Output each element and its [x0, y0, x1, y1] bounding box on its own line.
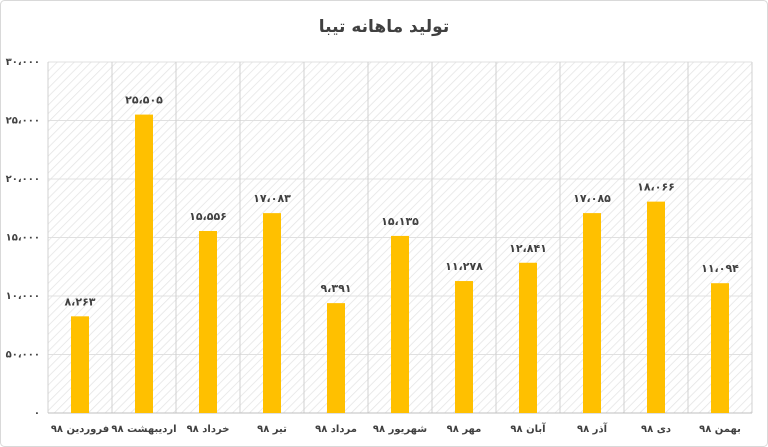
value-label: ۱۲،۸۴۱ — [509, 242, 547, 255]
bar — [647, 201, 665, 413]
y-tick-label: ۲۰،۰۰۰ — [6, 174, 40, 185]
value-label: ۱۱،۰۹۴ — [701, 262, 739, 275]
value-label: ۱۵،۱۳۵ — [381, 215, 419, 228]
y-tick-label: ۱۰،۰۰۰ — [6, 291, 40, 302]
x-tick-label: تیر ۹۸ — [257, 424, 287, 435]
x-tick-label: مرداد ۹۸ — [315, 424, 357, 435]
value-label: ۸،۲۶۳ — [64, 295, 95, 308]
y-tick-label: ۵۰،۰۰۰ — [6, 350, 40, 361]
x-tick-label: اردیبهشت ۹۸ — [111, 424, 176, 435]
bar — [455, 281, 473, 413]
y-tick-label: ۲۵،۰۰۰ — [6, 116, 40, 127]
value-label: ۹،۳۹۱ — [320, 282, 351, 295]
bar — [711, 283, 729, 413]
value-label: ۱۷،۰۸۵ — [573, 192, 611, 205]
bar — [199, 230, 217, 413]
x-tick-label: دی ۹۸ — [641, 424, 671, 435]
value-label: ۲۵،۵۰۵ — [125, 94, 163, 107]
x-tick-label: آبان ۹۸ — [510, 422, 546, 435]
bar — [391, 235, 409, 413]
x-tick-label: شهریور ۹۸ — [373, 424, 427, 435]
bar — [519, 262, 537, 413]
x-tick-label: خرداد ۹۸ — [187, 424, 230, 435]
y-tick-label: ۱۵،۰۰۰ — [6, 233, 40, 244]
x-tick-label: فروردین ۹۸ — [51, 424, 109, 435]
bar — [135, 114, 153, 414]
x-tick-label: مهر ۹۸ — [447, 424, 482, 435]
bar — [263, 213, 281, 413]
value-label: ۱۷،۰۸۳ — [253, 192, 291, 205]
bar — [327, 303, 345, 413]
y-tick-label: ۰ — [34, 408, 40, 419]
value-label: ۱۸،۰۶۶ — [637, 181, 675, 194]
x-tick-label: آذر ۹۸ — [577, 422, 608, 435]
value-label: ۱۵،۵۵۶ — [189, 210, 227, 223]
value-label: ۱۱،۲۷۸ — [445, 260, 483, 273]
bar — [583, 213, 601, 413]
bar — [71, 316, 89, 413]
chart-title: تولید ماهانه تیبا — [319, 17, 449, 37]
x-tick-label: بهمن ۹۸ — [699, 424, 741, 435]
y-tick-label: ۳۰،۰۰۰ — [6, 57, 40, 68]
